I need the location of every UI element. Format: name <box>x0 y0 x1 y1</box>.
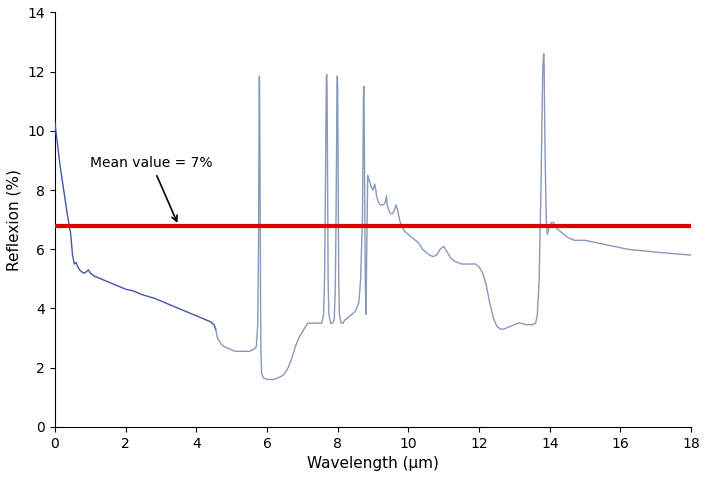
Y-axis label: Reflexion (%): Reflexion (%) <box>7 169 22 271</box>
X-axis label: Wavelength (μm): Wavelength (μm) <box>307 456 439 471</box>
Text: Mean value = 7%: Mean value = 7% <box>90 156 213 221</box>
